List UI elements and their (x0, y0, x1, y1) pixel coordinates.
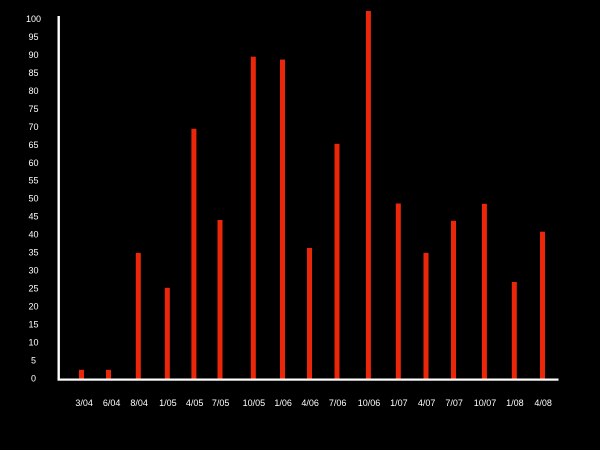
svg-text:7/07: 7/07 (445, 398, 463, 408)
svg-text:20: 20 (28, 302, 38, 312)
svg-text:5: 5 (31, 356, 36, 366)
svg-text:8/04: 8/04 (130, 398, 148, 408)
svg-text:45: 45 (28, 212, 38, 222)
svg-text:95: 95 (28, 32, 38, 42)
svg-text:0: 0 (31, 374, 36, 384)
svg-text:50: 50 (28, 194, 38, 204)
svg-text:100: 100 (26, 14, 41, 24)
svg-text:30: 30 (28, 266, 38, 276)
svg-text:65: 65 (28, 140, 38, 150)
svg-text:3/04: 3/04 (75, 398, 93, 408)
svg-text:40: 40 (28, 230, 38, 240)
svg-text:55: 55 (28, 176, 38, 186)
svg-text:35: 35 (28, 248, 38, 258)
svg-text:85: 85 (28, 68, 38, 78)
svg-text:10/05: 10/05 (243, 398, 266, 408)
svg-text:7/05: 7/05 (212, 398, 230, 408)
svg-text:15: 15 (28, 320, 38, 330)
svg-text:80: 80 (28, 86, 38, 96)
svg-text:4/05: 4/05 (186, 398, 204, 408)
svg-text:1/06: 1/06 (274, 398, 292, 408)
svg-text:4/07: 4/07 (418, 398, 436, 408)
svg-text:60: 60 (28, 158, 38, 168)
svg-text:1/05: 1/05 (159, 398, 177, 408)
svg-text:10/07: 10/07 (474, 398, 497, 408)
svg-text:7/06: 7/06 (329, 398, 347, 408)
svg-text:75: 75 (28, 104, 38, 114)
svg-text:6/04: 6/04 (103, 398, 121, 408)
svg-text:25: 25 (28, 284, 38, 294)
svg-text:10/06: 10/06 (358, 398, 381, 408)
svg-text:4/08: 4/08 (534, 398, 552, 408)
svg-text:1/07: 1/07 (390, 398, 408, 408)
svg-text:1/08: 1/08 (506, 398, 524, 408)
svg-text:70: 70 (28, 122, 38, 132)
svg-text:90: 90 (28, 50, 38, 60)
svg-text:10: 10 (28, 338, 38, 348)
svg-text:4/06: 4/06 (301, 398, 319, 408)
